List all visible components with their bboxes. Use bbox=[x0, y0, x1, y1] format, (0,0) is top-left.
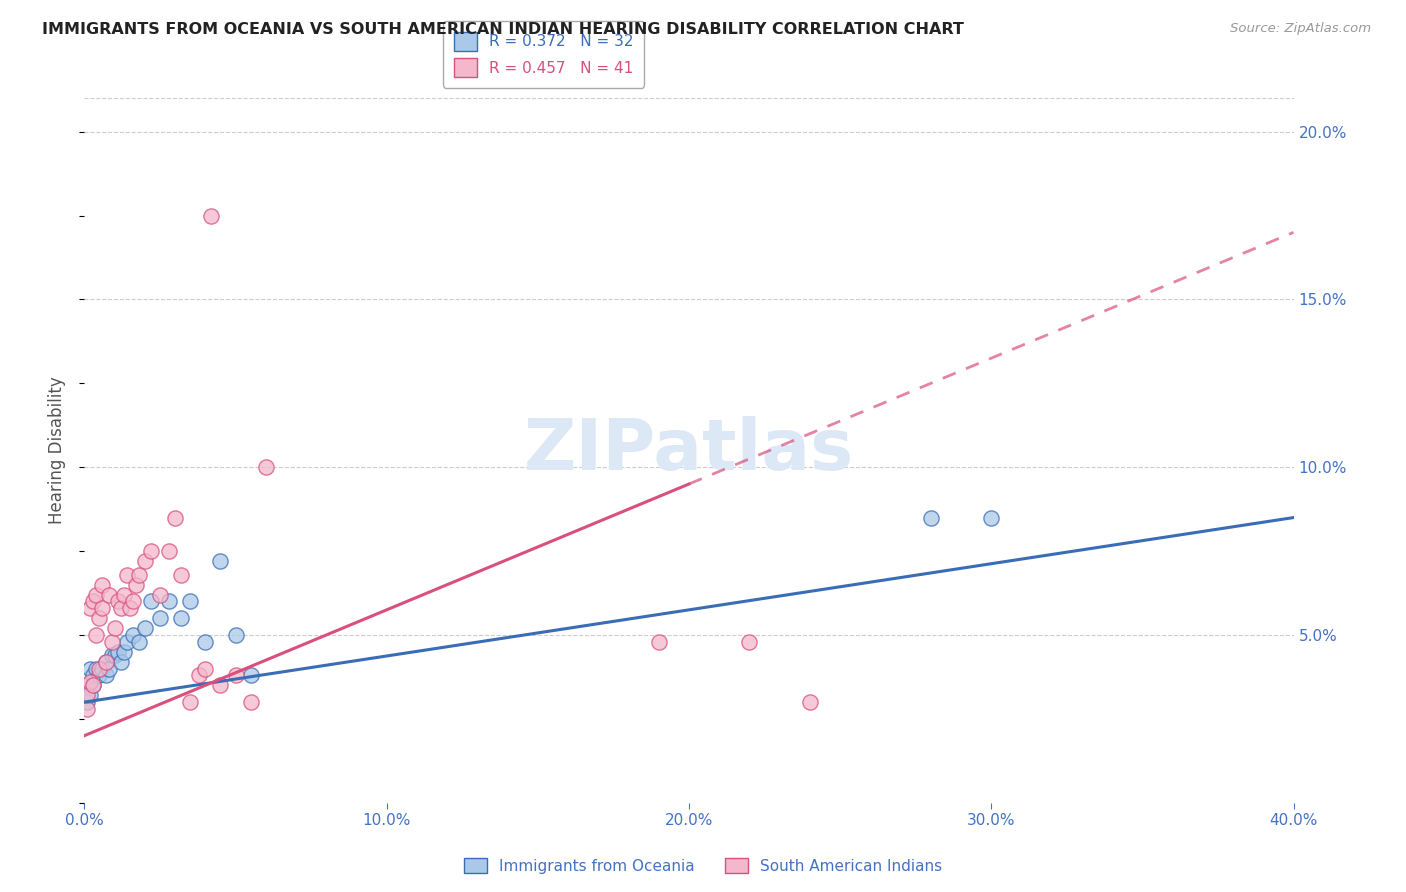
Point bbox=[200, 209, 222, 223]
Point bbox=[179, 594, 201, 608]
Point bbox=[194, 662, 217, 676]
Point bbox=[239, 695, 262, 709]
Point bbox=[139, 594, 162, 608]
Point bbox=[225, 628, 247, 642]
Point bbox=[104, 648, 127, 662]
Point bbox=[149, 588, 172, 602]
Point bbox=[94, 655, 117, 669]
Point bbox=[115, 634, 138, 648]
Point bbox=[100, 648, 122, 662]
Point bbox=[91, 577, 114, 591]
Point bbox=[94, 668, 117, 682]
Point bbox=[115, 567, 138, 582]
Point bbox=[239, 668, 262, 682]
Point bbox=[209, 554, 232, 568]
Point bbox=[149, 611, 172, 625]
Point bbox=[139, 544, 162, 558]
Text: ZIPatlas: ZIPatlas bbox=[524, 416, 853, 485]
Point bbox=[79, 601, 101, 615]
Point bbox=[980, 510, 1002, 524]
Point bbox=[194, 634, 217, 648]
Point bbox=[134, 621, 156, 635]
Point bbox=[82, 678, 104, 692]
Point bbox=[128, 634, 150, 648]
Point bbox=[179, 695, 201, 709]
Point bbox=[118, 601, 141, 615]
Point bbox=[86, 662, 108, 676]
Point bbox=[76, 678, 98, 692]
Point bbox=[121, 594, 143, 608]
Point bbox=[920, 510, 942, 524]
Point bbox=[121, 628, 143, 642]
Point bbox=[79, 689, 101, 703]
Point bbox=[76, 689, 98, 703]
Point bbox=[799, 695, 821, 709]
Point bbox=[188, 668, 211, 682]
Point bbox=[91, 662, 114, 676]
Point bbox=[76, 702, 98, 716]
Point bbox=[157, 544, 180, 558]
Point bbox=[82, 594, 104, 608]
Point bbox=[165, 510, 187, 524]
Point bbox=[100, 634, 122, 648]
Point bbox=[107, 645, 129, 659]
Point bbox=[91, 601, 114, 615]
Legend: R = 0.372   N = 32, R = 0.457   N = 41: R = 0.372 N = 32, R = 0.457 N = 41 bbox=[443, 21, 644, 87]
Point bbox=[225, 668, 247, 682]
Point bbox=[89, 611, 111, 625]
Point bbox=[104, 621, 127, 635]
Legend: Immigrants from Oceania, South American Indians: Immigrants from Oceania, South American … bbox=[457, 852, 949, 880]
Point bbox=[110, 601, 132, 615]
Point bbox=[738, 634, 761, 648]
Point bbox=[170, 611, 193, 625]
Point bbox=[97, 662, 120, 676]
Point bbox=[209, 678, 232, 692]
Point bbox=[648, 634, 671, 648]
Point bbox=[170, 567, 193, 582]
Point bbox=[112, 588, 135, 602]
Point bbox=[157, 594, 180, 608]
Point bbox=[86, 628, 108, 642]
Point bbox=[128, 567, 150, 582]
Text: IMMIGRANTS FROM OCEANIA VS SOUTH AMERICAN INDIAN HEARING DISABILITY CORRELATION : IMMIGRANTS FROM OCEANIA VS SOUTH AMERICA… bbox=[42, 22, 965, 37]
Point bbox=[76, 695, 98, 709]
Point bbox=[94, 655, 117, 669]
Point bbox=[79, 675, 101, 690]
Point bbox=[82, 678, 104, 692]
Point bbox=[134, 554, 156, 568]
Point bbox=[79, 662, 101, 676]
Point bbox=[82, 668, 104, 682]
Text: Source: ZipAtlas.com: Source: ZipAtlas.com bbox=[1230, 22, 1371, 36]
Point bbox=[89, 662, 111, 676]
Y-axis label: Hearing Disability: Hearing Disability bbox=[48, 376, 66, 524]
Point bbox=[97, 588, 120, 602]
Point bbox=[89, 668, 111, 682]
Point bbox=[107, 594, 129, 608]
Point bbox=[125, 577, 148, 591]
Point bbox=[86, 588, 108, 602]
Point bbox=[110, 655, 132, 669]
Point bbox=[254, 460, 277, 475]
Point bbox=[112, 645, 135, 659]
